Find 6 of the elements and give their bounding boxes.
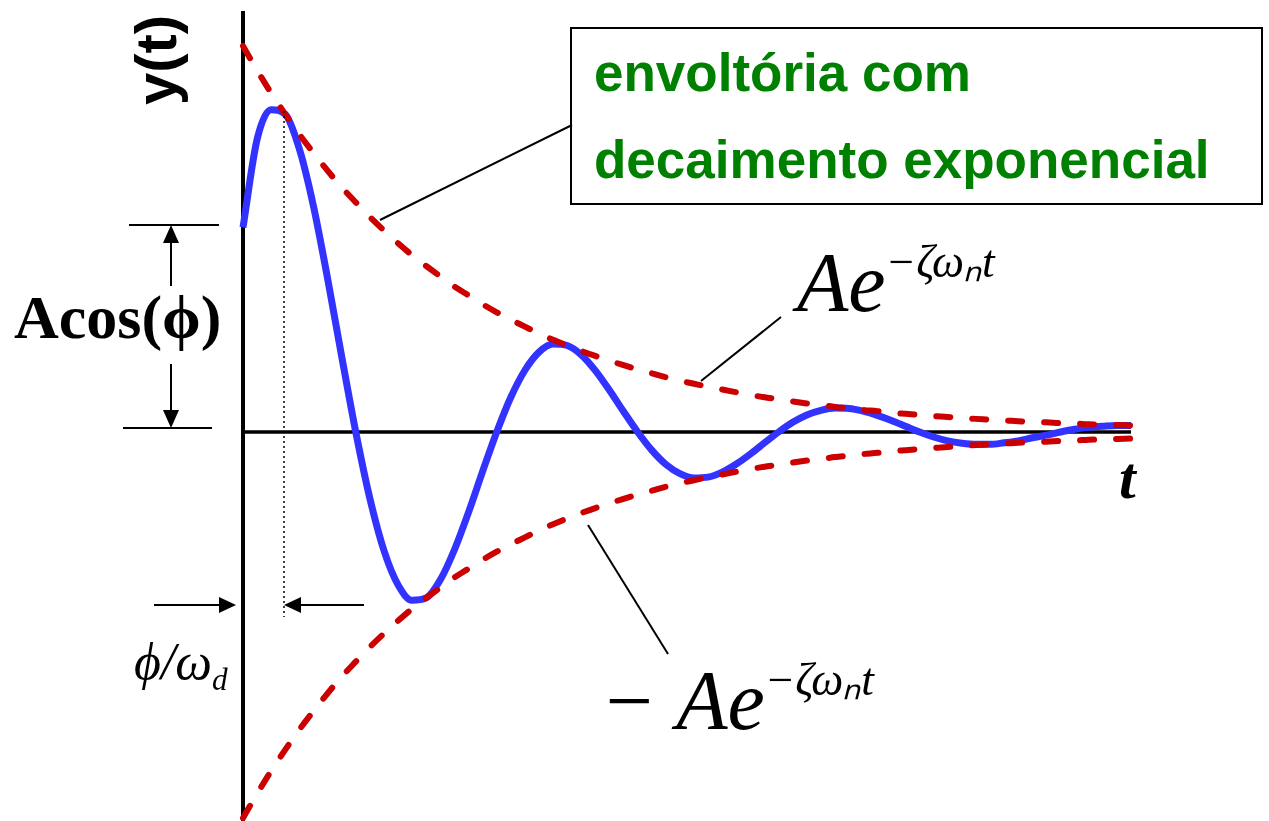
series-label: − Ae$^{−ζωₙt}$: [600, 654, 874, 747]
y-axis-title: y(t): [123, 14, 188, 106]
text: Acos(ϕ): [14, 283, 222, 351]
text: ϕ/ω$_{d}$: [134, 633, 228, 697]
x-axis-title: t: [1119, 445, 1136, 511]
annotation: envoltória com decaimento exponencial: [594, 42, 1210, 191]
